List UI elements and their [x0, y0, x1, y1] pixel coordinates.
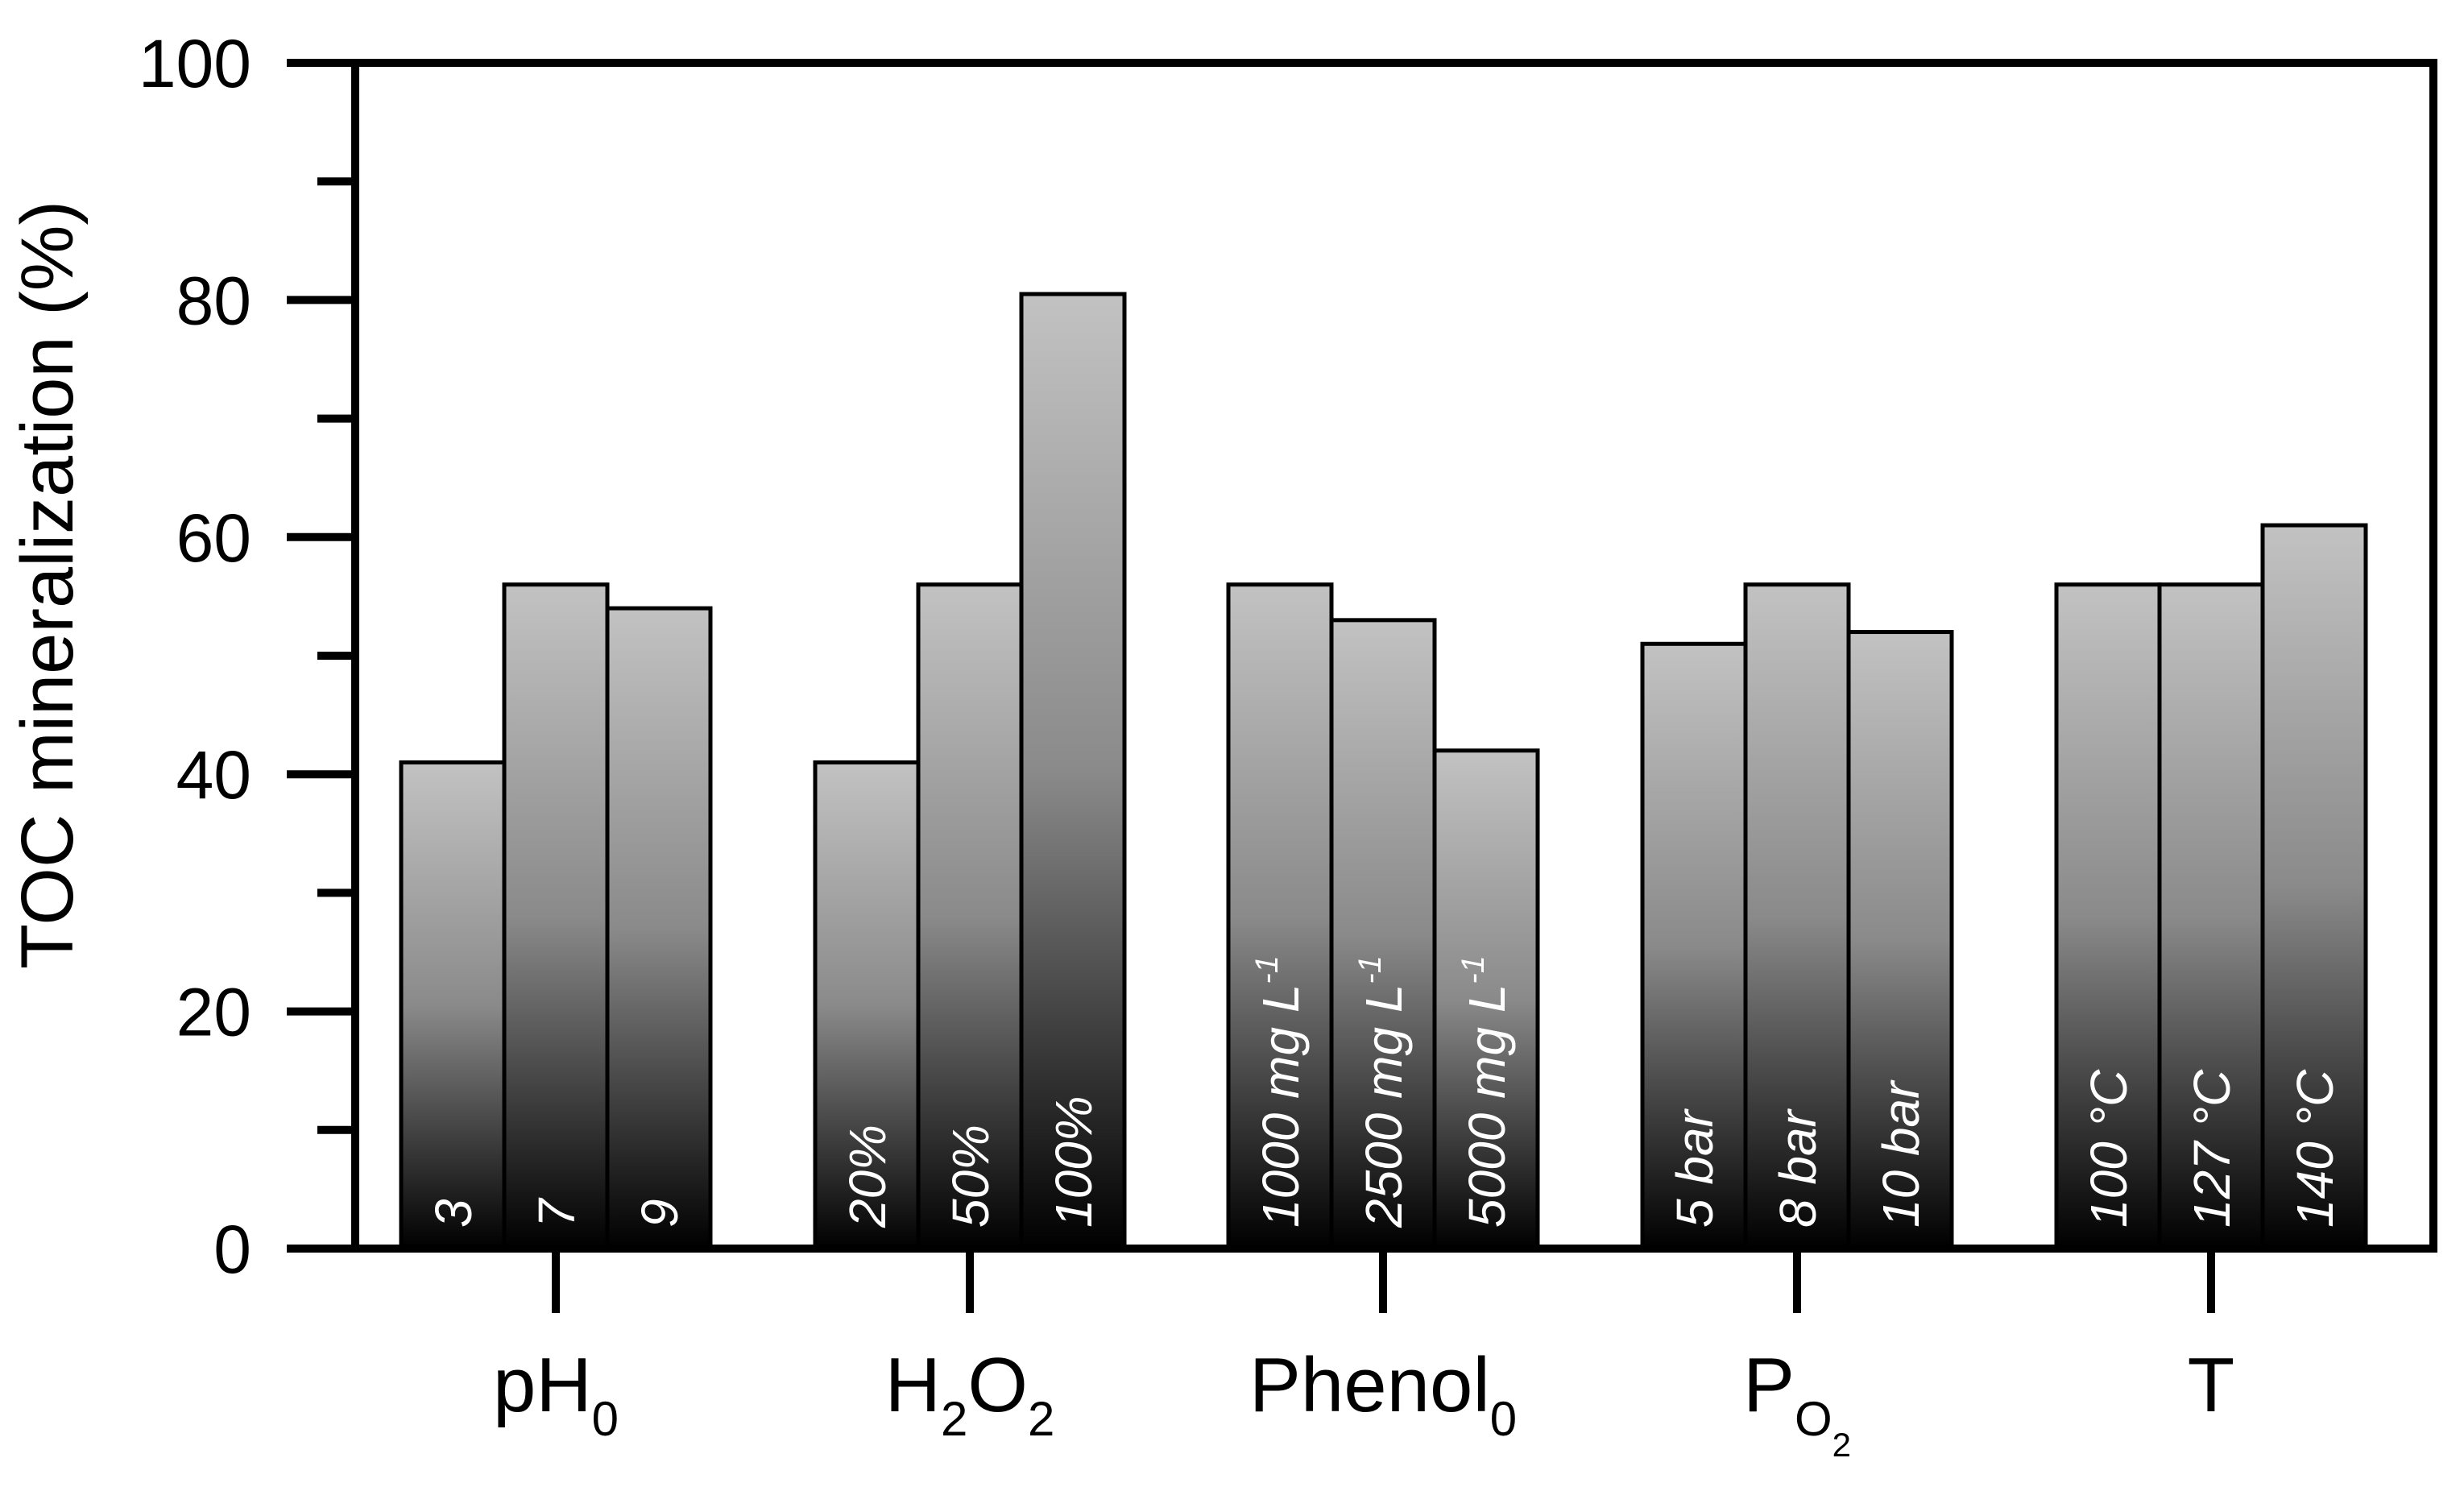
bar-label: 127 °C	[2183, 1069, 2241, 1228]
y-tick-label: 80	[176, 263, 251, 338]
bar-label: 20%	[839, 1125, 897, 1228]
y-tick-label: 40	[176, 737, 251, 813]
bar-label: 5000 mg L-1	[1456, 955, 1516, 1228]
bar-label: 2500 mg L-1	[1352, 955, 1413, 1228]
y-tick-label: 100	[139, 26, 251, 101]
bar-label: 9	[631, 1199, 689, 1228]
bar-group: 20% 50% 100%	[813, 292, 1127, 1251]
bar	[502, 582, 610, 1251]
y-tick-label: 20	[176, 975, 251, 1050]
bar-group: 5 bar 8 bar 10 bar	[1640, 582, 1954, 1251]
bar	[1432, 748, 1540, 1251]
bar-label: 1000 mg L-1	[1249, 955, 1310, 1228]
y-axis: 0 20 40 60 80 100	[139, 26, 355, 1287]
bar-label: 50%	[942, 1125, 1000, 1228]
bar-label: 100%	[1045, 1096, 1103, 1228]
bar	[1019, 292, 1127, 1251]
x-group-label: PO2	[1743, 1342, 1851, 1464]
bar-label: 8 bar	[1769, 1108, 1827, 1228]
bar	[399, 760, 507, 1251]
bar-group: 1000 mg L-1 2500 mg L-1 5000 mg L-1	[1226, 582, 1540, 1251]
bar-group: 100 °C 127 °C 140 °C	[2054, 523, 2368, 1251]
bar	[605, 606, 713, 1251]
x-group-label: Phenol0	[1249, 1342, 1517, 1446]
y-axis-title: TOC mineralization (%)	[6, 201, 89, 969]
y-tick-label: 60	[176, 500, 251, 576]
x-group-label: pH0	[493, 1342, 619, 1446]
bar	[813, 760, 921, 1251]
x-group-label: T	[2188, 1342, 2235, 1428]
bar-group: 3 7 9	[399, 582, 713, 1251]
y-tick-label: 0	[213, 1212, 251, 1287]
bar	[2260, 523, 2368, 1251]
bar	[916, 582, 1024, 1251]
x-group-label: H2O2	[885, 1342, 1055, 1446]
bar-label: 10 bar	[1872, 1079, 1930, 1228]
x-axis: pH0 H2O2 Phenol0 PO2 T	[493, 1249, 2234, 1464]
bar-label: 5 bar	[1666, 1108, 1724, 1228]
bars-layer: 3 7 9 20% 50% 100% 1000 mg L-1 2500 mg L-1 5000 …	[399, 292, 2368, 1251]
bar-label: 140 °C	[2286, 1069, 2344, 1228]
bar-label: 3	[424, 1199, 482, 1228]
bar-label: 7	[528, 1197, 586, 1228]
bar-label: 100 °C	[2080, 1069, 2138, 1228]
bar	[2054, 582, 2162, 1251]
bar	[1743, 582, 1851, 1251]
